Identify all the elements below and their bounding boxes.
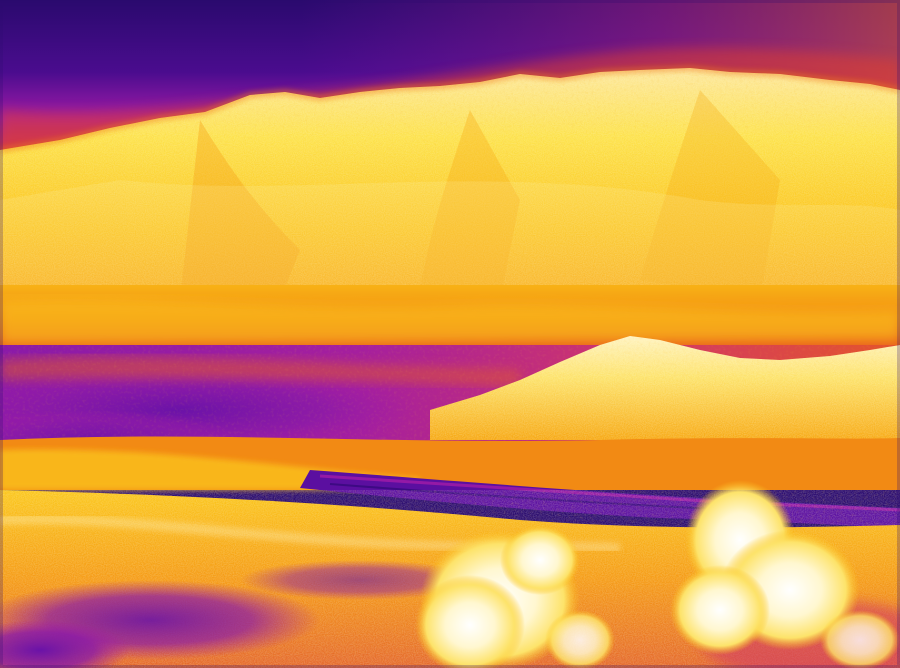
foreground-shrubs (415, 480, 900, 668)
foothill (430, 336, 900, 440)
mountain-range (0, 65, 900, 300)
